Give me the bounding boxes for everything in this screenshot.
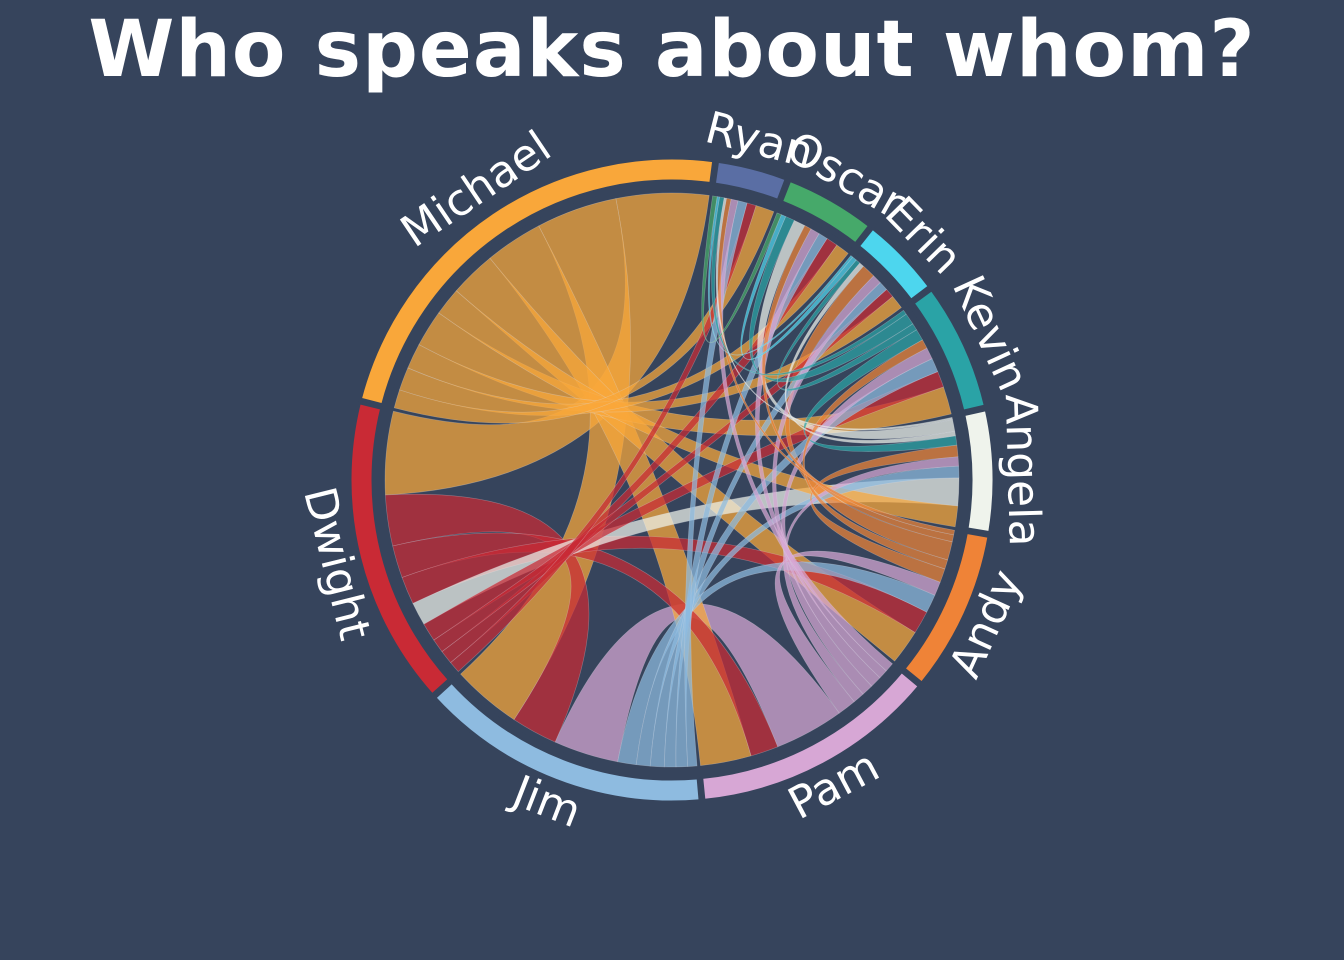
arc-kevin (911, 287, 988, 414)
ribbon-andy-erin (784, 265, 953, 561)
inner-ring (373, 181, 971, 779)
arc-jim (432, 680, 702, 804)
ribbon-dwight-jim (385, 493, 590, 743)
ribbon-pam-andy (774, 550, 941, 714)
label-angela: Angela (995, 393, 1050, 547)
chart-title: Who speaks about whom? (88, 5, 1256, 95)
ribbon-michael-ryan (393, 205, 775, 424)
group-arcs-layer (348, 156, 996, 804)
ribbon-pam-ryan (718, 198, 893, 672)
ribbons-layer (384, 192, 960, 768)
arc-oscar (779, 178, 872, 247)
arc-angela (961, 407, 996, 535)
ribbon-jim-pam (554, 603, 840, 763)
ribbon-pam-angela (783, 456, 959, 703)
arc-erin (856, 226, 932, 303)
arc-pam (700, 669, 922, 803)
ribbon-dwight-ryan (450, 202, 757, 672)
ribbon-andy-kevin (802, 339, 949, 570)
arc-ryan (712, 159, 789, 203)
arc-dwight (348, 401, 452, 698)
ribbon-kevin-oscar (748, 216, 914, 383)
ribbon-erin-ryan (707, 196, 854, 356)
ribbon-andy-ryan (717, 197, 955, 536)
ribbon-jim-angela (635, 465, 960, 767)
arc-andy (901, 530, 991, 686)
ribbon-michael-angela (438, 290, 959, 528)
arc-michael (358, 156, 716, 407)
ribbon-dwight-erin (433, 288, 894, 652)
ribbon-angela-erin (784, 262, 956, 444)
ribbon-erin-oscar (740, 214, 857, 360)
ribbon-angela-ryan (715, 197, 953, 431)
